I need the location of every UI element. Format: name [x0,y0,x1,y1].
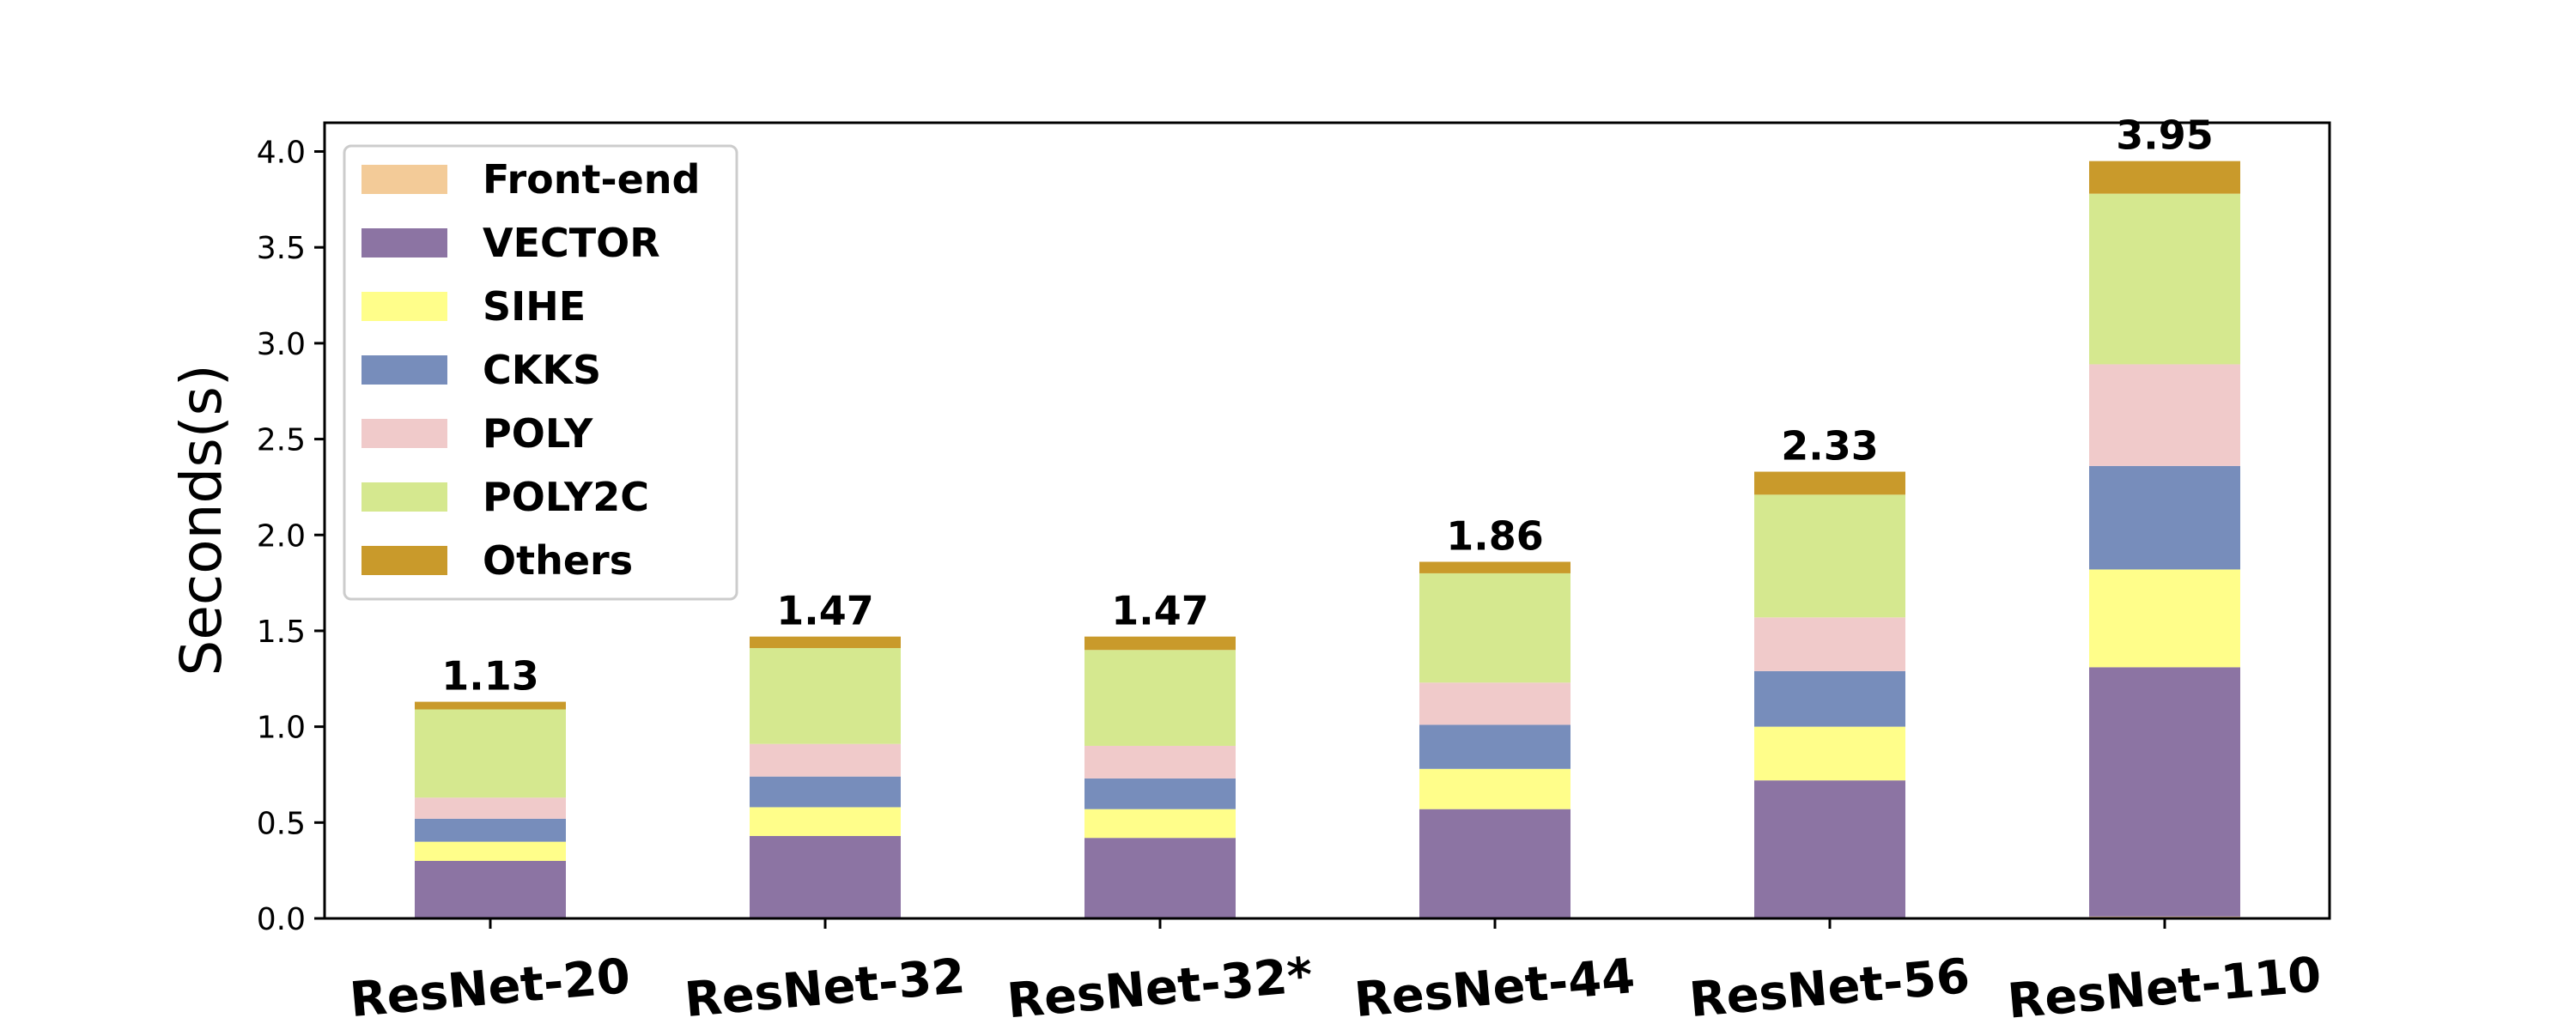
bar-segment-poly2c-3 [1419,573,1571,683]
total-label-3: 1.86 [1446,513,1544,560]
legend-swatch-others [361,546,447,575]
legend-swatch-vector [361,228,447,258]
bar-segment-ckks-1 [750,776,901,808]
x-tick-label: ResNet-110 [2005,947,2323,1030]
y-axis-label: Seconds(s) [168,364,234,676]
x-tick-label: ResNet-32* [1005,948,1315,1030]
bar-segment-ckks-2 [1084,778,1236,809]
legend-swatch-poly2c [361,482,447,512]
y-tick-label: 3.5 [257,231,306,266]
legend: Front-end VECTOR SIHE CKKS POLY POLY2C Others [343,144,738,601]
legend-label: Others [483,537,633,584]
bar-segment-others-2 [1084,636,1236,651]
bar-segment-vector-1 [750,835,901,918]
legend-label: POLY [483,410,593,457]
x-tick-label: ResNet-20 [348,948,633,1028]
bar-segment-sihe-1 [750,807,901,836]
y-axis: 0.0 0.5 1.0 1.5 2.0 2.5 3.0 3.5 4.0 [257,136,325,937]
bar-segment-poly2c-5 [2089,193,2240,365]
x-tick-label: ResNet-32 [683,948,968,1028]
bar-segment-vector-3 [1419,809,1571,918]
total-label-5: 3.95 [2116,112,2214,159]
bar-segment-poly2c-0 [415,709,566,798]
bar-segment-poly-2 [1084,745,1236,779]
y-tick-label: 3.0 [257,327,306,362]
bar-segment-others-0 [415,701,566,710]
legend-swatch-ckks [361,355,447,385]
bar-segment-ckks-0 [415,818,566,842]
bar-segment-sihe-2 [1084,809,1236,839]
y-tick-label: 4.0 [257,136,306,171]
legend-label: POLY2C [483,474,649,520]
bar-segment-poly2c-1 [750,648,901,744]
legend-swatch-poly [361,419,447,448]
bar-segment-poly2c-2 [1084,650,1236,746]
legend-label: Front-end [483,156,700,203]
bar-segment-poly-3 [1419,682,1571,725]
bar-segment-ckks-3 [1419,724,1571,769]
x-axis: ResNet-20 ResNet-32 ResNet-32* ResNet-44 Res… [348,918,2324,1030]
legend-label: CKKS [483,347,601,393]
bar-segment-poly-0 [415,797,566,819]
total-label-4: 2.33 [1781,423,1879,470]
total-label-1: 1.47 [776,588,874,634]
bar-segment-sihe-3 [1419,768,1571,809]
y-tick-label: 2.5 [257,423,306,458]
bar-segment-vector-4 [1754,780,1905,918]
total-label-2: 1.47 [1111,588,1209,634]
bar-segment-others-1 [750,636,901,649]
y-tick-label: 0.0 [257,902,306,937]
y-tick-label: 0.5 [257,806,306,841]
total-label-0: 1.13 [441,653,539,700]
total-labels-layer: 1.13 1.47 1.47 1.86 2.33 3.95 [441,112,2214,700]
bar-segment-ckks-5 [2089,465,2240,570]
bar-segment-poly-4 [1754,617,1905,671]
bar-segment-poly2c-4 [1754,494,1905,618]
bar-segment-others-3 [1419,561,1571,573]
bar-segment-vector-2 [1084,838,1236,918]
legend-label: VECTOR [483,220,660,266]
bar-segment-others-4 [1754,471,1905,495]
legend-swatch-sihe [361,292,447,321]
legend-label: SIHE [483,283,586,330]
bar-segment-vector-0 [415,860,566,918]
bar-segment-ckks-4 [1754,670,1905,727]
plot-frame [323,121,2331,920]
bars-layer [415,161,2240,918]
bar-segment-poly-5 [2089,364,2240,466]
legend-swatch-front-end [361,165,447,194]
x-tick-label: ResNet-56 [1687,948,1972,1028]
bar-segment-sihe-0 [415,841,566,861]
y-tick-label: 1.0 [257,711,306,746]
bar-segment-vector-5 [2089,667,2240,917]
bar-segment-sihe-5 [2089,569,2240,668]
y-tick-label: 1.5 [257,615,306,650]
y-tick-label: 2.0 [257,518,306,554]
x-tick-label: ResNet-44 [1352,948,1637,1028]
bar-segment-poly-1 [750,743,901,777]
bar-segment-sihe-4 [1754,726,1905,781]
bar-segment-others-5 [2089,161,2240,194]
